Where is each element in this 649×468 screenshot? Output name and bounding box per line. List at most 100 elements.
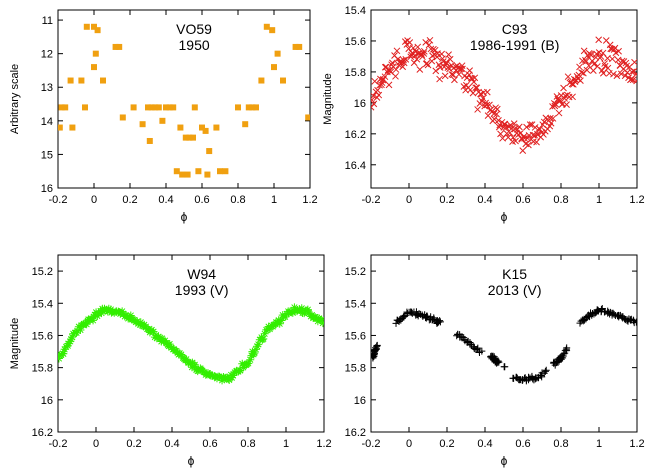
y-axis-label: Magnitude [322,73,334,124]
data-point [608,55,616,63]
data-point [549,103,556,110]
data-point [563,344,571,352]
data-point [525,141,532,149]
data-point [436,318,444,326]
data-point [630,67,637,75]
y-tick-label: 15.6 [345,330,366,342]
data-point [531,124,539,131]
data-point [621,72,629,80]
data-point [610,70,617,78]
x-tick-label: 1.2 [316,438,331,450]
data-point [89,316,98,325]
y-tick-label: 11 [42,15,53,27]
x-tick-label: 0 [91,194,97,206]
data-point [604,64,612,72]
data-point [182,355,191,364]
data-point [166,104,173,111]
data-point [486,101,493,109]
x-tick-label: 0.4 [477,194,492,206]
data-point [632,318,637,326]
data-point [414,43,422,51]
data-point [393,47,401,55]
data-point [555,109,563,117]
data-point [297,304,306,313]
data-point [179,171,186,178]
data-point [245,104,252,111]
data-point [371,92,377,100]
data-point [453,332,461,340]
data-point [273,318,282,327]
data-point [407,53,415,61]
data-point [82,104,88,111]
data-point [204,171,211,178]
x-tick-label: 1.2 [302,194,317,206]
data-point [292,43,299,50]
data-point [582,56,589,64]
data-point [418,51,426,59]
data-point [483,101,491,109]
data-point [547,119,555,127]
panel-subtitle: 1993 (V) [175,282,229,298]
data-point [58,104,65,111]
data-point [254,340,263,349]
data-point [94,27,101,34]
x-tick-label: 0.2 [439,438,454,450]
data-point [583,66,591,74]
data-point [511,125,519,133]
data-point [408,309,416,317]
data-point [442,58,450,66]
data-point [474,344,482,352]
data-point [227,373,236,382]
data-point [429,52,436,60]
data-points [371,36,637,154]
data-point [296,43,303,50]
data-point [244,359,253,368]
data-point [62,104,69,111]
data-point [208,371,217,380]
data-point [238,359,247,368]
y-tick-label: 15.2 [32,266,53,278]
data-point [251,345,260,354]
data-point [472,84,480,92]
x-axis-label: ϕ [501,210,508,224]
y-tick-label: 16.2 [32,427,53,439]
data-point [385,81,393,89]
data-point [375,91,383,99]
x-tick-label: 0.8 [553,194,568,206]
data-point [213,124,220,131]
data-point [146,137,153,144]
data-point [587,51,595,59]
data-point [516,130,524,137]
y-tick-label: 15.6 [345,36,366,48]
data-point [371,100,378,108]
data-point [564,73,572,81]
data-point [184,171,191,178]
data-points [58,23,310,178]
data-point [130,104,137,111]
y-tick-label: 16 [41,395,53,407]
y-tick-label: 15.4 [345,298,366,310]
data-point [615,47,622,55]
y-tick-label: 13 [41,82,53,94]
y-tick-label: 15.8 [32,363,53,375]
data-point [415,310,423,318]
data-point [159,117,166,124]
data-point [112,43,119,50]
data-point [76,325,85,334]
data-point [82,320,91,329]
data-point [428,57,436,65]
y-tick-label: 16 [354,98,366,110]
x-tick-label: 0.6 [202,438,217,450]
data-point [202,127,209,134]
y-tick-label: 16.4 [345,160,366,172]
data-point [470,78,478,86]
panel-subtitle: 1950 [179,37,210,53]
data-point [576,63,583,71]
data-point [186,359,195,368]
data-point [173,168,180,175]
data-point [416,66,424,73]
x-tick-label: 0.6 [515,438,530,450]
x-axis-label: ϕ [501,454,508,468]
data-point [446,55,454,63]
data-points [371,305,637,385]
